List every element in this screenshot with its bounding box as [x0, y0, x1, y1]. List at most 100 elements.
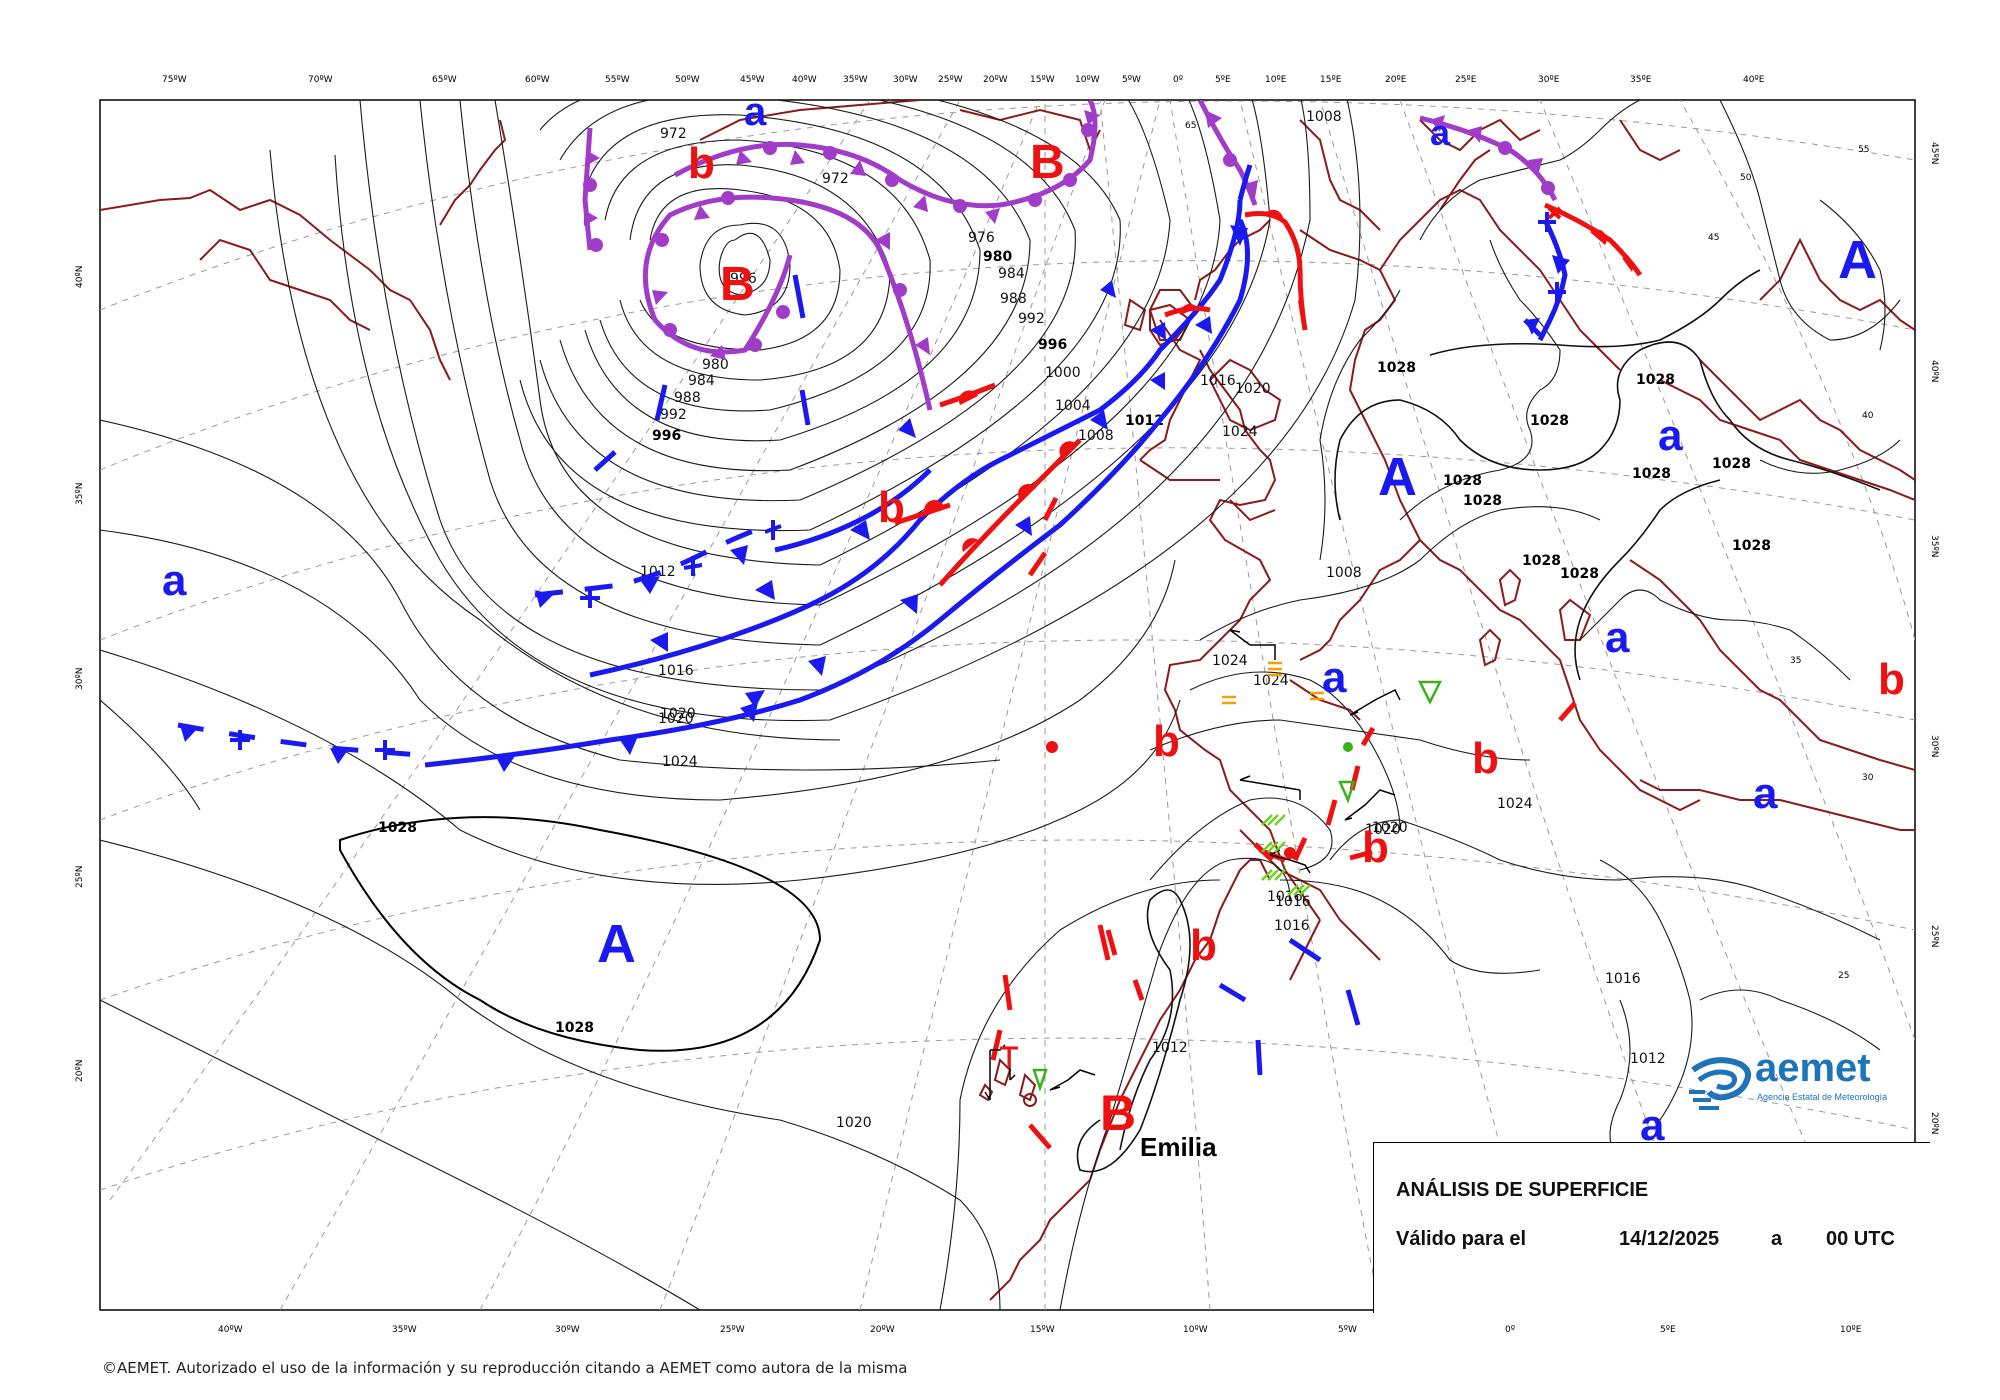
svg-text:20ºN: 20ºN: [75, 1060, 85, 1082]
valid-time: 00 UTC: [1826, 1228, 1895, 1250]
isobar-label: 1000: [1045, 365, 1081, 381]
relative-low-label: b: [1472, 734, 1499, 783]
left-axis-labels: 40ºN 35ºN 30ºN 25ºN 20ºN: [75, 266, 85, 1082]
isobar-label: 1028: [1636, 372, 1675, 388]
svg-text:5ºE: 5ºE: [1660, 1325, 1676, 1335]
relative-high-label: a: [1605, 613, 1630, 662]
isobar-label: 984: [998, 266, 1025, 282]
isobar-label: 996: [652, 428, 681, 444]
isobar-label: 1028: [1632, 466, 1671, 482]
svg-text:5ºW: 5ºW: [1122, 75, 1141, 85]
isobar-label: 1028: [1377, 360, 1416, 376]
isobar-label: 972: [660, 126, 687, 142]
weather-symbols: [1000, 661, 1443, 1107]
svg-text:0º: 0º: [1173, 75, 1183, 85]
aemet-logo-wordmark: aemet: [1755, 1046, 1871, 1090]
svg-text:15ºW: 15ºW: [1030, 75, 1055, 85]
storm-name: Emilia: [1140, 1132, 1217, 1162]
svg-text:15ºE: 15ºE: [1320, 75, 1342, 85]
svg-text:10ºW: 10ºW: [1183, 1325, 1208, 1335]
isobar-label: 980: [983, 249, 1012, 265]
analysis-title: ANÁLISIS DE SUPERFICIE: [1396, 1179, 1649, 1201]
low-label: B: [1100, 1085, 1136, 1141]
svg-text:65ºW: 65ºW: [432, 75, 457, 85]
isobar-label: 1008: [1326, 565, 1362, 581]
svg-text:40ºN: 40ºN: [75, 266, 85, 288]
svg-text:30ºN: 30ºN: [75, 668, 85, 690]
svg-text:20ºN: 20ºN: [1929, 1112, 1939, 1134]
isobar-label: 992: [660, 407, 687, 423]
svg-text:25ºW: 25ºW: [938, 75, 963, 85]
svg-text:25ºN: 25ºN: [1929, 925, 1939, 947]
svg-text:50: 50: [1740, 173, 1752, 183]
svg-text:35ºW: 35ºW: [392, 1325, 417, 1335]
svg-text:25ºW: 25ºW: [720, 1325, 745, 1335]
relative-high-label: a: [744, 90, 767, 134]
isobar-label-group: 972 972 980 984 988 992 996 976 980 984 …: [378, 109, 1771, 1131]
inner-lat-labels: 65 55 50 45 40 35 30 25: [1185, 121, 1874, 981]
isobar-label: 1016: [1267, 889, 1303, 905]
pressure-systems: a B B b b A A a a a a b b b a b A b B a …: [162, 90, 1905, 1162]
relative-high-label: a: [1430, 112, 1451, 153]
right-axis-labels: 45ºN 40ºN 35ºN 30ºN 25ºN 20ºN: [1929, 142, 1939, 1134]
isobar-label: 996: [1038, 337, 1067, 353]
svg-text:65: 65: [1185, 121, 1196, 131]
isobar-label: 1020: [660, 706, 696, 722]
isobar-label: 1028: [1560, 566, 1599, 582]
relative-low-label: b: [688, 139, 715, 188]
high-label: A: [597, 914, 636, 974]
svg-text:35ºW: 35ºW: [843, 75, 868, 85]
svg-text:20ºE: 20ºE: [1385, 75, 1407, 85]
high-label: A: [1378, 447, 1417, 507]
isobar-label: 1020: [658, 711, 694, 727]
relative-high-label: a: [1753, 769, 1778, 818]
isobar-label: 1028: [1530, 413, 1569, 429]
low-label: B: [1030, 136, 1065, 189]
isobar-label: 1016: [1200, 373, 1236, 389]
isobar-label: 1016: [1275, 894, 1311, 910]
isobar-label: 1008: [1078, 428, 1114, 444]
relative-high-label: a: [162, 556, 187, 605]
svg-text:60ºW: 60ºW: [525, 75, 550, 85]
aemet-logo-icon: [1689, 1057, 1752, 1110]
coastlines: [100, 100, 1915, 1301]
occluded-front: [582, 100, 1558, 411]
svg-text:30ºN: 30ºN: [1929, 735, 1939, 757]
valid-separator: a: [1771, 1228, 1783, 1250]
isobar-label: 1028: [1463, 493, 1502, 509]
copyright-notice: ©AEMET. Autorizado el uso de la informac…: [102, 1359, 908, 1377]
svg-text:10ºW: 10ºW: [1075, 75, 1100, 85]
svg-text:40: 40: [1862, 411, 1874, 421]
station-marks: [984, 629, 1401, 1101]
aemet-logo-subtitle: Agencia Estatal de Meteorología: [1757, 1092, 1888, 1102]
isobars: [100, 100, 1901, 1310]
svg-text:5ºE: 5ºE: [1215, 75, 1231, 85]
svg-text:40ºW: 40ºW: [792, 75, 817, 85]
isobar-label: 1008: [1306, 109, 1342, 125]
relative-low-label: b: [1153, 717, 1180, 766]
map-frame: [99, 99, 1916, 1311]
isobar-label: 988: [1000, 291, 1027, 307]
isobar-label: 1020: [1372, 820, 1408, 836]
svg-text:55: 55: [1858, 145, 1869, 155]
svg-text:10ºE: 10ºE: [1265, 75, 1287, 85]
svg-text:5ºW: 5ºW: [1338, 1325, 1357, 1335]
svg-text:35ºE: 35ºE: [1630, 75, 1652, 85]
relative-low-label: b: [878, 483, 905, 532]
svg-text:30ºW: 30ºW: [893, 75, 918, 85]
svg-text:75ºW: 75ºW: [162, 75, 187, 85]
isobar-label: 1020: [1365, 822, 1401, 838]
isobar-label: 972: [822, 171, 849, 187]
isobar-label: 1028: [1712, 456, 1751, 472]
svg-text:70ºW: 70ºW: [308, 75, 333, 85]
isobar-label: 1016: [658, 663, 694, 679]
svg-text:55ºW: 55ºW: [605, 75, 630, 85]
svg-text:50ºW: 50ºW: [675, 75, 700, 85]
isobar-label: 1012: [1630, 1051, 1666, 1067]
isobar-label: 1028: [1522, 553, 1561, 569]
graticule: [100, 100, 1915, 1310]
svg-text:20ºW: 20ºW: [983, 75, 1008, 85]
aemet-logo: aemet Agencia Estatal de Meteorología: [1685, 1046, 1915, 1112]
isobar-label: 1020: [836, 1115, 872, 1131]
